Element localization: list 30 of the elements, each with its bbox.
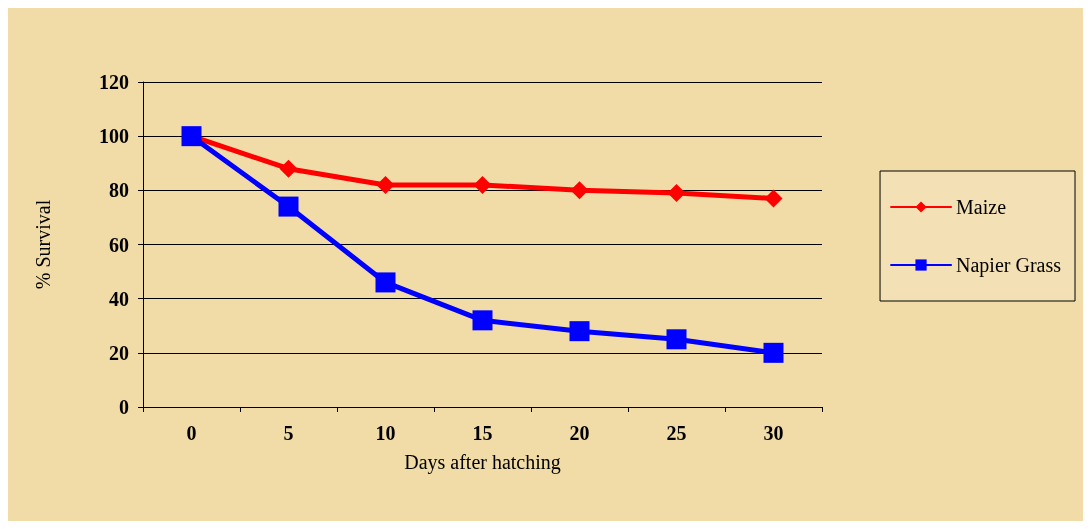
x-tick-label: 15: [472, 422, 493, 444]
legend-label: Maize: [956, 196, 1007, 218]
x-tick-label: 30: [763, 422, 784, 444]
y-axis-title: % Survival: [32, 199, 54, 290]
y-tick-label: 100: [99, 125, 129, 148]
point: [569, 321, 590, 342]
y-tick-label: 120: [99, 71, 129, 93]
x-tick-label: 10: [375, 422, 396, 444]
point: [279, 159, 298, 178]
point: [764, 189, 783, 208]
y-tick-label: 40: [109, 287, 129, 310]
x-tick-label: 25: [666, 422, 687, 444]
point: [667, 184, 686, 203]
y-tick-label: 80: [109, 179, 129, 202]
point: [375, 272, 396, 293]
x-tick-label: 5: [283, 422, 294, 444]
x-axis-title: Days after hatching: [404, 451, 561, 474]
legend-label: Napier Grass: [956, 254, 1062, 277]
point: [763, 342, 784, 363]
point: [472, 310, 493, 331]
point: [376, 175, 395, 194]
point: [278, 196, 299, 217]
y-tick-label: 0: [119, 396, 129, 418]
x-tick-label: 0: [186, 422, 197, 444]
y-tick-label: 20: [109, 341, 129, 364]
point: [473, 175, 492, 194]
y-tick-label: 60: [109, 233, 129, 256]
point: [570, 181, 589, 200]
x-tick-label: 20: [569, 422, 590, 444]
point: [666, 329, 687, 350]
